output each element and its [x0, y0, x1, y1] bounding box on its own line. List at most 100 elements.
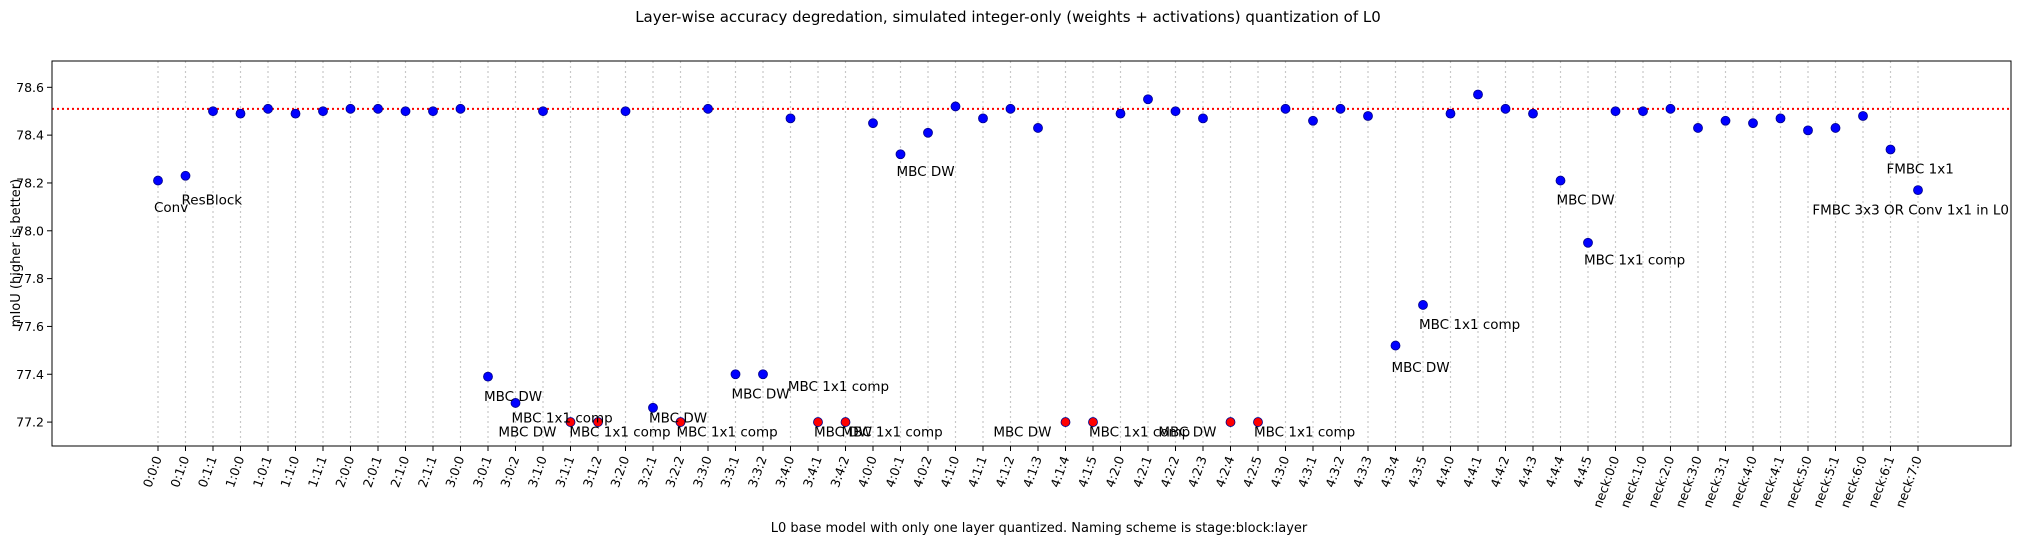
- x-tick-label: 1:1:0: [277, 454, 302, 490]
- data-point: [1720, 115, 1731, 126]
- annotation-label: MBC DW: [993, 425, 1051, 441]
- data-point: [1253, 417, 1263, 427]
- data-point: [785, 113, 796, 124]
- annotation-label: MBC DW: [484, 389, 542, 405]
- annotation-label: MBC DW: [732, 386, 790, 402]
- x-tick-label: 4:3:3: [1350, 454, 1375, 489]
- y-tick-label: 77.6: [16, 319, 44, 334]
- data-point: [290, 108, 301, 119]
- x-tick-label: 0:1:0: [167, 454, 192, 490]
- data-point: [1005, 103, 1016, 114]
- annotation-label: MBC DW: [498, 425, 556, 441]
- x-tick-label: 3:4:1: [800, 454, 825, 489]
- x-tick-label: 2:1:0: [387, 454, 412, 490]
- x-tick-label: 4:0:2: [910, 454, 935, 489]
- x-tick-label: 3:3:2: [745, 454, 770, 489]
- grid-lines: [157, 61, 1919, 446]
- annotation-label: MBC 1x1 comp: [1584, 252, 1685, 268]
- data-point: [703, 103, 713, 114]
- x-tick-label: 4:4:3: [1515, 454, 1540, 489]
- x-tick-label: 2:1:1: [415, 454, 440, 489]
- x-tick-label: 4:3:5: [1405, 454, 1430, 489]
- annotation-label: MBC DW: [1392, 360, 1450, 376]
- x-tick-label: 4:4:2: [1487, 454, 1512, 489]
- x-tick-label: 0:0:0: [140, 454, 165, 490]
- x-tick-label: 4:0:0: [855, 454, 880, 490]
- data-point: [400, 106, 411, 117]
- annotation-label: MBC 1x1 comp: [1089, 425, 1190, 441]
- data-point: [318, 106, 328, 117]
- x-tick-label: 4:1:1: [965, 454, 990, 489]
- data-point: [428, 106, 438, 117]
- data-point: [1885, 144, 1896, 155]
- data-point: [1803, 125, 1813, 136]
- x-tick-label: 3:0:1: [470, 454, 495, 489]
- data-point: [675, 417, 686, 427]
- y-tick-label: 77.2: [16, 415, 44, 430]
- annotation-label: MBC DW: [897, 164, 955, 180]
- x-tick-label: 4:0:1: [882, 454, 907, 489]
- data-point: [1060, 417, 1071, 427]
- data-point: [1830, 123, 1841, 133]
- annotation-label: ResBlock: [182, 193, 243, 209]
- data-point: [1418, 300, 1428, 310]
- x-tick-label: 2:0:1: [360, 454, 385, 489]
- data-point: [1115, 108, 1126, 119]
- data-point: [593, 417, 603, 427]
- data-point: [1913, 185, 1923, 196]
- annotation-label: MBC DW: [1158, 425, 1216, 441]
- data-point: [483, 371, 493, 382]
- data-point: [1390, 340, 1401, 351]
- x-tick-label: 3:1:2: [580, 454, 605, 489]
- x-tick-label: 4:4:5: [1570, 454, 1595, 489]
- x-tick-label: 3:3:0: [690, 454, 715, 490]
- data-point: [620, 106, 631, 117]
- x-tick-label: 4:4:4: [1542, 454, 1567, 490]
- annotation-label: MBC DW: [649, 410, 707, 426]
- data-point: [978, 113, 988, 124]
- data-point: [1555, 175, 1566, 186]
- x-tick-label: 4:2:1: [1130, 454, 1155, 489]
- data-point: [813, 417, 823, 427]
- data-points: [153, 89, 1923, 427]
- annotation-label: MBC 1x1 comp: [1419, 317, 1520, 333]
- y-axis-label: mIoU (higher is better): [9, 179, 24, 327]
- data-point: [1308, 115, 1318, 126]
- data-point: [895, 149, 906, 160]
- data-point: [1858, 111, 1868, 121]
- data-point: [1280, 103, 1291, 114]
- x-tick-label: 4:1:2: [992, 454, 1017, 489]
- annotation-label: MBC DW: [814, 425, 872, 441]
- y-tick-label: 78.2: [16, 175, 44, 190]
- data-point: [235, 108, 246, 119]
- y-tick-label: 77.4: [16, 367, 44, 382]
- data-point: [565, 417, 576, 427]
- data-point: [345, 103, 356, 114]
- x-tick-label: 4:3:0: [1267, 454, 1292, 490]
- data-point: [868, 118, 878, 129]
- y-tick-label: 77.8: [16, 271, 44, 286]
- y-tick-label: 78.6: [16, 80, 44, 95]
- x-tick-label: 1:0:1: [250, 454, 275, 489]
- data-point: [1335, 103, 1346, 114]
- annotation-label: MBC 1x1 comp: [512, 410, 613, 426]
- x-tick-label: 3:2:2: [662, 454, 687, 489]
- data-point: [1583, 237, 1593, 248]
- data-point: [1033, 123, 1043, 133]
- y-tick-label: 78.4: [16, 128, 44, 143]
- x-tick-label: 3:4:0: [772, 454, 797, 490]
- annotation-label: MBC 1x1 comp: [788, 379, 889, 395]
- data-point: [180, 170, 191, 181]
- data-point: [510, 398, 521, 408]
- x-tick-label: 3:1:1: [552, 454, 577, 489]
- data-point: [1500, 103, 1511, 114]
- data-point: [840, 417, 851, 427]
- data-point: [455, 103, 466, 114]
- annotation-label: MBC 1x1 comp: [1254, 425, 1355, 441]
- data-point: [373, 103, 383, 114]
- data-point: [1775, 113, 1786, 124]
- y-tick-label: 78.0: [16, 223, 44, 238]
- plot-area-frame: [51, 60, 2012, 447]
